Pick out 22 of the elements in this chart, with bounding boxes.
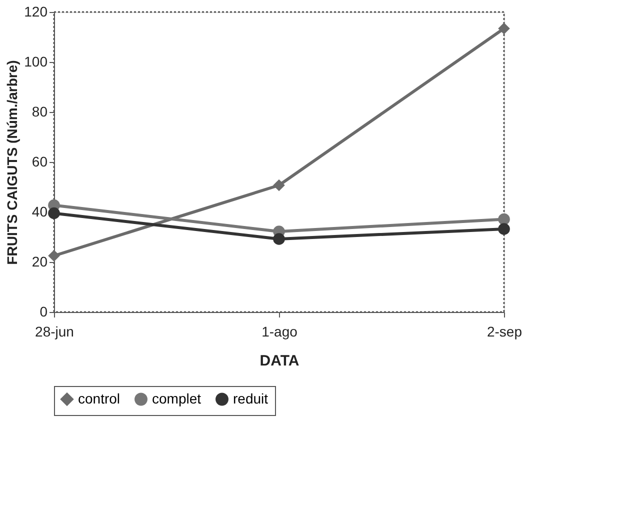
x-tick-label: 1-ago [262,324,298,340]
legend-label: control [78,390,120,406]
y-tick-label: 120 [24,4,48,20]
point [498,22,510,34]
point [273,233,285,245]
point [498,223,510,235]
y-tick-label: 80 [32,104,48,120]
y-axis-title: FRUITS CAIGUTS (Núm./arbre) [4,60,20,265]
y-tick-label: 60 [32,154,48,170]
x-tick-label: 2-sep [486,324,522,340]
y-tick-label: 20 [32,254,48,270]
y-tick-label: 0 [40,304,48,320]
point [48,250,60,262]
point [48,207,60,220]
x-axis-title: DATA [260,352,300,370]
point [273,179,285,192]
y-tick-label: 40 [32,204,48,220]
y-tick-label: 100 [24,54,48,70]
legend-label: complet [152,390,202,406]
x-tick-label: 28-jun [35,324,74,340]
point [498,213,510,226]
legend-label: reduit [233,390,268,406]
